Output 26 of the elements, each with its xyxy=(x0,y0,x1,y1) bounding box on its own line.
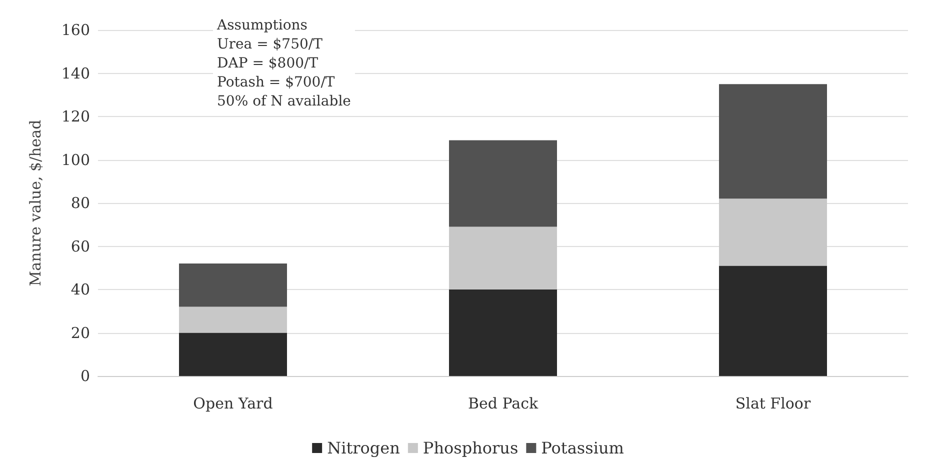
y-axis-title: Manure value, $/head xyxy=(26,119,44,286)
bar xyxy=(719,198,827,266)
y-tick-label: 60 xyxy=(70,237,90,256)
y-tick-label: 40 xyxy=(70,280,90,298)
legend-label: Potassium xyxy=(541,438,624,458)
bar xyxy=(449,290,557,376)
y-tick-label: 20 xyxy=(70,324,90,342)
bar xyxy=(719,266,827,376)
y-tick-label: 120 xyxy=(61,108,90,126)
bar xyxy=(179,306,287,333)
y-tick-label: 0 xyxy=(80,367,90,385)
legend-label: Nitrogen xyxy=(327,438,400,458)
y-tick-label: 140 xyxy=(61,64,90,82)
bar xyxy=(179,332,287,376)
x-tick-label: Slat Floor xyxy=(735,394,812,412)
y-tick-label: 100 xyxy=(61,150,90,169)
y-tick-label: 80 xyxy=(70,194,90,212)
bar xyxy=(179,264,287,307)
annotation: Assumptions Urea = $750/T DAP = $800/T Potash = $700/T 50% of N available xyxy=(216,18,351,110)
bar xyxy=(449,226,557,290)
bar xyxy=(449,140,557,227)
x-tick-label: Bed Pack xyxy=(468,394,539,412)
y-tick-label: 160 xyxy=(61,21,90,39)
bar xyxy=(719,84,827,199)
x-tick-label: Open Yard xyxy=(193,394,274,412)
legend-label: Phosphorus xyxy=(422,438,518,458)
